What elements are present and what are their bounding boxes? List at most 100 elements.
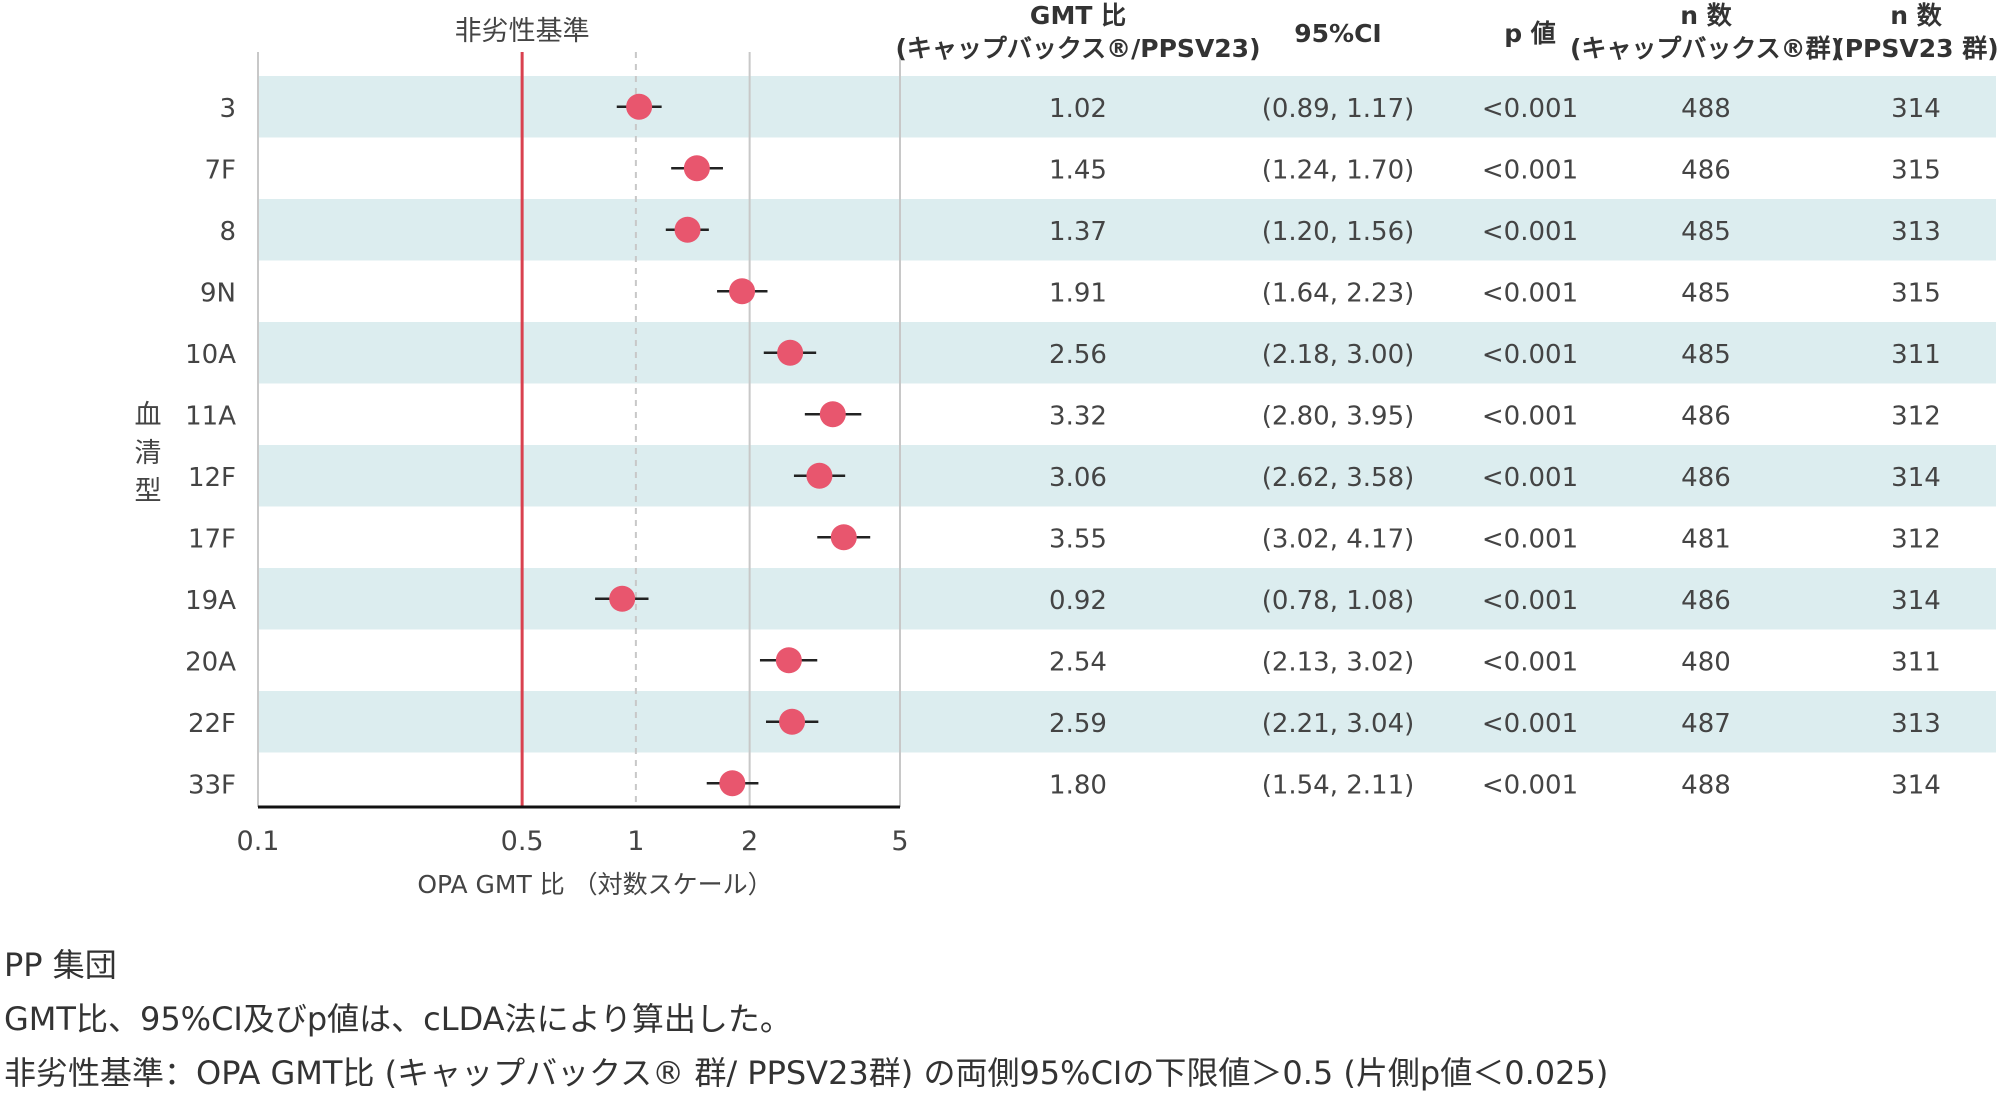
n-capvaxive-value: 486: [1681, 586, 1731, 616]
gmt-point: [674, 216, 701, 243]
p-value: <0.001: [1482, 647, 1578, 677]
x-tick-label: 2: [741, 826, 758, 857]
footnote-criterion: 非劣性基準：OPA GMT比 (キャップバックス® 群/ PPSV23群) の両…: [4, 1054, 1609, 1092]
ci-value: (2.18, 3.00): [1262, 340, 1415, 370]
p-value: <0.001: [1482, 401, 1578, 431]
gmt-ratio-value: 2.56: [1049, 340, 1107, 370]
serotype-label: 19A: [185, 586, 236, 616]
y-axis-label-char: 血: [135, 400, 162, 431]
x-tick-label: 1: [627, 826, 644, 857]
footnote-population: PP 集団: [4, 946, 117, 984]
serotype-label: 17F: [188, 524, 236, 554]
x-tick-label: 0.5: [501, 826, 544, 857]
n-ppsv23-value: 315: [1891, 278, 1941, 308]
row-band: [258, 568, 1996, 630]
p-value: <0.001: [1482, 524, 1578, 554]
gmt-point: [819, 401, 846, 428]
column-header: 95%CI: [1294, 19, 1382, 48]
gmt-ratio-value: 1.45: [1049, 155, 1107, 185]
gmt-ratio-value: 3.55: [1049, 524, 1107, 554]
column-header-line2: (PPSV23 群): [1833, 34, 1998, 63]
row-band: [258, 76, 1996, 138]
gmt-point: [719, 770, 746, 797]
serotype-label: 10A: [185, 340, 236, 370]
p-value: <0.001: [1482, 770, 1578, 800]
footnote-method: GMT比、95%CI及びp値は、cLDA法により算出した。: [4, 1000, 792, 1038]
n-capvaxive-value: 487: [1681, 709, 1731, 739]
gmt-point: [609, 585, 636, 612]
ci-value: (1.24, 1.70): [1262, 155, 1415, 185]
gmt-ratio-value: 1.91: [1049, 278, 1107, 308]
n-ppsv23-value: 314: [1891, 463, 1941, 493]
ci-value: (3.02, 4.17): [1262, 524, 1415, 554]
gmt-point: [626, 93, 653, 120]
n-ppsv23-value: 311: [1891, 340, 1941, 370]
y-axis-label-char: 清: [135, 438, 162, 469]
ci-value: (0.89, 1.17): [1262, 94, 1415, 124]
n-capvaxive-value: 486: [1681, 463, 1731, 493]
row-band: [258, 322, 1996, 384]
p-value: <0.001: [1482, 463, 1578, 493]
serotype-label: 8: [219, 217, 236, 247]
reference-line-label: 非劣性基準: [455, 16, 590, 47]
n-ppsv23-value: 312: [1891, 401, 1941, 431]
gmt-point: [830, 524, 857, 551]
p-value: <0.001: [1482, 155, 1578, 185]
ci-value: (2.13, 3.02): [1262, 647, 1415, 677]
gmt-point: [806, 462, 833, 489]
n-ppsv23-value: 311: [1891, 647, 1941, 677]
y-axis-label-char: 型: [135, 476, 162, 507]
gmt-point: [779, 708, 806, 735]
n-capvaxive-value: 486: [1681, 401, 1731, 431]
row-band: [258, 691, 1996, 753]
column-header-line1: GMT 比: [1030, 1, 1126, 30]
column-header-line2: (キャップバックス®群): [1570, 34, 1842, 63]
serotype-label: 11A: [185, 401, 236, 431]
x-tick-label: 0.1: [237, 826, 280, 857]
serotype-label: 20A: [185, 647, 236, 677]
n-ppsv23-value: 314: [1891, 586, 1941, 616]
forest-plot: 非劣性基準 0.1 0.5 1 2 5 OPA GMT 比 （対数スケール） 血清型 GMT 比…: [135, 1, 1999, 899]
p-value: <0.001: [1482, 278, 1578, 308]
serotype-label: 22F: [188, 709, 236, 739]
n-capvaxive-value: 485: [1681, 217, 1731, 247]
column-header: p 値: [1504, 19, 1556, 48]
ci-value: (2.62, 3.58): [1262, 463, 1415, 493]
column-header-line2: (キャップバックス®/PPSV23): [895, 34, 1260, 63]
gmt-ratio-value: 1.80: [1049, 770, 1107, 800]
serotype-label: 3: [219, 94, 236, 124]
gmt-point: [775, 647, 802, 674]
serotype-label: 9N: [200, 278, 236, 308]
p-value: <0.001: [1482, 94, 1578, 124]
n-capvaxive-value: 480: [1681, 647, 1731, 677]
gmt-ratio-value: 2.59: [1049, 709, 1107, 739]
ci-value: (0.78, 1.08): [1262, 586, 1415, 616]
gmt-ratio-value: 1.02: [1049, 94, 1107, 124]
ci-value: (1.54, 2.11): [1262, 770, 1415, 800]
column-header-line1: n 数: [1890, 1, 1943, 30]
n-capvaxive-value: 485: [1681, 340, 1731, 370]
n-ppsv23-value: 314: [1891, 770, 1941, 800]
ci-value: (1.20, 1.56): [1262, 217, 1415, 247]
gmt-ratio-value: 1.37: [1049, 217, 1107, 247]
gmt-ratio-value: 3.32: [1049, 401, 1107, 431]
row-band: [258, 445, 1996, 507]
gmt-point: [729, 278, 756, 305]
x-tick-label: 5: [891, 826, 908, 857]
ci-value: (2.21, 3.04): [1262, 709, 1415, 739]
x-axis-label: OPA GMT 比 （対数スケール）: [417, 870, 772, 899]
n-ppsv23-value: 315: [1891, 155, 1941, 185]
n-ppsv23-value: 314: [1891, 94, 1941, 124]
n-capvaxive-value: 486: [1681, 155, 1731, 185]
serotype-label: 7F: [205, 155, 237, 185]
gmt-ratio-value: 3.06: [1049, 463, 1107, 493]
ci-value: (1.64, 2.23): [1262, 278, 1415, 308]
n-ppsv23-value: 312: [1891, 524, 1941, 554]
n-capvaxive-value: 485: [1681, 278, 1731, 308]
n-ppsv23-value: 313: [1891, 217, 1941, 247]
n-ppsv23-value: 313: [1891, 709, 1941, 739]
p-value: <0.001: [1482, 586, 1578, 616]
p-value: <0.001: [1482, 709, 1578, 739]
row-band: [258, 199, 1996, 261]
ci-value: (2.80, 3.95): [1262, 401, 1415, 431]
